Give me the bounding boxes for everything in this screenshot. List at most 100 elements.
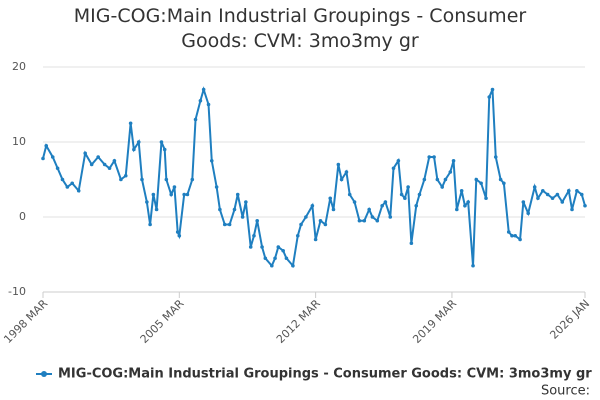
point: [474, 177, 479, 182]
point: [448, 170, 453, 174]
point: [367, 207, 371, 212]
point: [502, 181, 506, 186]
point: [132, 147, 136, 152]
point: [304, 215, 308, 219]
point: [252, 233, 256, 238]
y-tick-label: -10: [8, 285, 26, 298]
point: [328, 196, 333, 201]
point: [493, 155, 498, 159]
point: [555, 192, 560, 197]
point: [193, 117, 198, 122]
point: [526, 211, 531, 216]
point: [185, 192, 190, 197]
point: [145, 200, 149, 204]
point: [380, 203, 384, 208]
point: [313, 237, 318, 242]
point: [443, 177, 448, 182]
point: [471, 263, 475, 268]
point: [375, 218, 380, 223]
x-tick-label: 2012 MAR: [274, 297, 323, 346]
point: [159, 140, 164, 144]
point: [344, 170, 349, 174]
x-tick-label: 2026 JAN: [547, 297, 592, 342]
point: [260, 245, 264, 249]
point: [432, 155, 436, 159]
point: [248, 245, 253, 249]
point: [391, 166, 396, 171]
point: [148, 222, 152, 227]
point: [417, 192, 422, 197]
point: [60, 177, 65, 182]
point: [521, 200, 526, 204]
point: [550, 196, 555, 201]
point: [151, 192, 156, 197]
point: [136, 140, 141, 144]
point: [414, 203, 419, 208]
point: [396, 158, 401, 163]
point: [575, 188, 579, 193]
point: [255, 218, 260, 223]
point: [357, 218, 362, 223]
point: [406, 185, 410, 189]
point: [532, 185, 537, 189]
point: [65, 185, 70, 189]
point: [295, 233, 300, 238]
point: [128, 121, 133, 126]
point: [435, 177, 440, 182]
y-tick-label: 0: [19, 210, 26, 223]
point: [518, 237, 522, 242]
point: [263, 256, 268, 261]
point: [347, 192, 352, 197]
point: [291, 263, 295, 268]
point: [409, 241, 414, 246]
point: [227, 222, 232, 227]
point: [107, 166, 112, 171]
point: [399, 192, 404, 197]
y-tick-label: 10: [12, 135, 26, 148]
point: [323, 222, 328, 227]
point: [403, 196, 407, 201]
point: [440, 185, 444, 189]
point: [331, 207, 336, 212]
point: [510, 233, 514, 238]
point: [209, 158, 214, 163]
point: [89, 162, 94, 167]
point: [50, 155, 55, 159]
point: [310, 203, 315, 208]
point: [177, 233, 182, 238]
point: [427, 155, 432, 159]
point: [339, 177, 344, 182]
point: [336, 162, 341, 167]
point: [44, 143, 49, 148]
point: [162, 147, 167, 152]
x-tick-label: 2019 MAR: [410, 297, 459, 346]
point: [182, 192, 186, 197]
point: [498, 177, 503, 182]
point: [201, 87, 206, 92]
point: [583, 203, 587, 208]
point: [566, 188, 571, 193]
point: [570, 207, 574, 212]
x-tick-label: 1998 MAR: [1, 297, 50, 346]
point: [206, 102, 211, 107]
point: [214, 185, 219, 189]
point: [169, 192, 173, 197]
point: [276, 245, 281, 249]
point: [466, 200, 470, 204]
point: [383, 200, 388, 204]
point: [284, 256, 289, 261]
point: [370, 215, 375, 219]
point: [273, 256, 277, 261]
point: [536, 196, 540, 201]
x-tick-label: 2005 MAR: [138, 297, 187, 346]
point: [235, 192, 240, 197]
point: [83, 151, 87, 156]
chart-title: MIG-COG:Main Industrial Groupings - Cons…: [73, 5, 527, 52]
point: [490, 87, 495, 92]
point: [451, 158, 456, 163]
point: [506, 230, 511, 234]
point: [459, 188, 464, 193]
point: [487, 95, 492, 99]
